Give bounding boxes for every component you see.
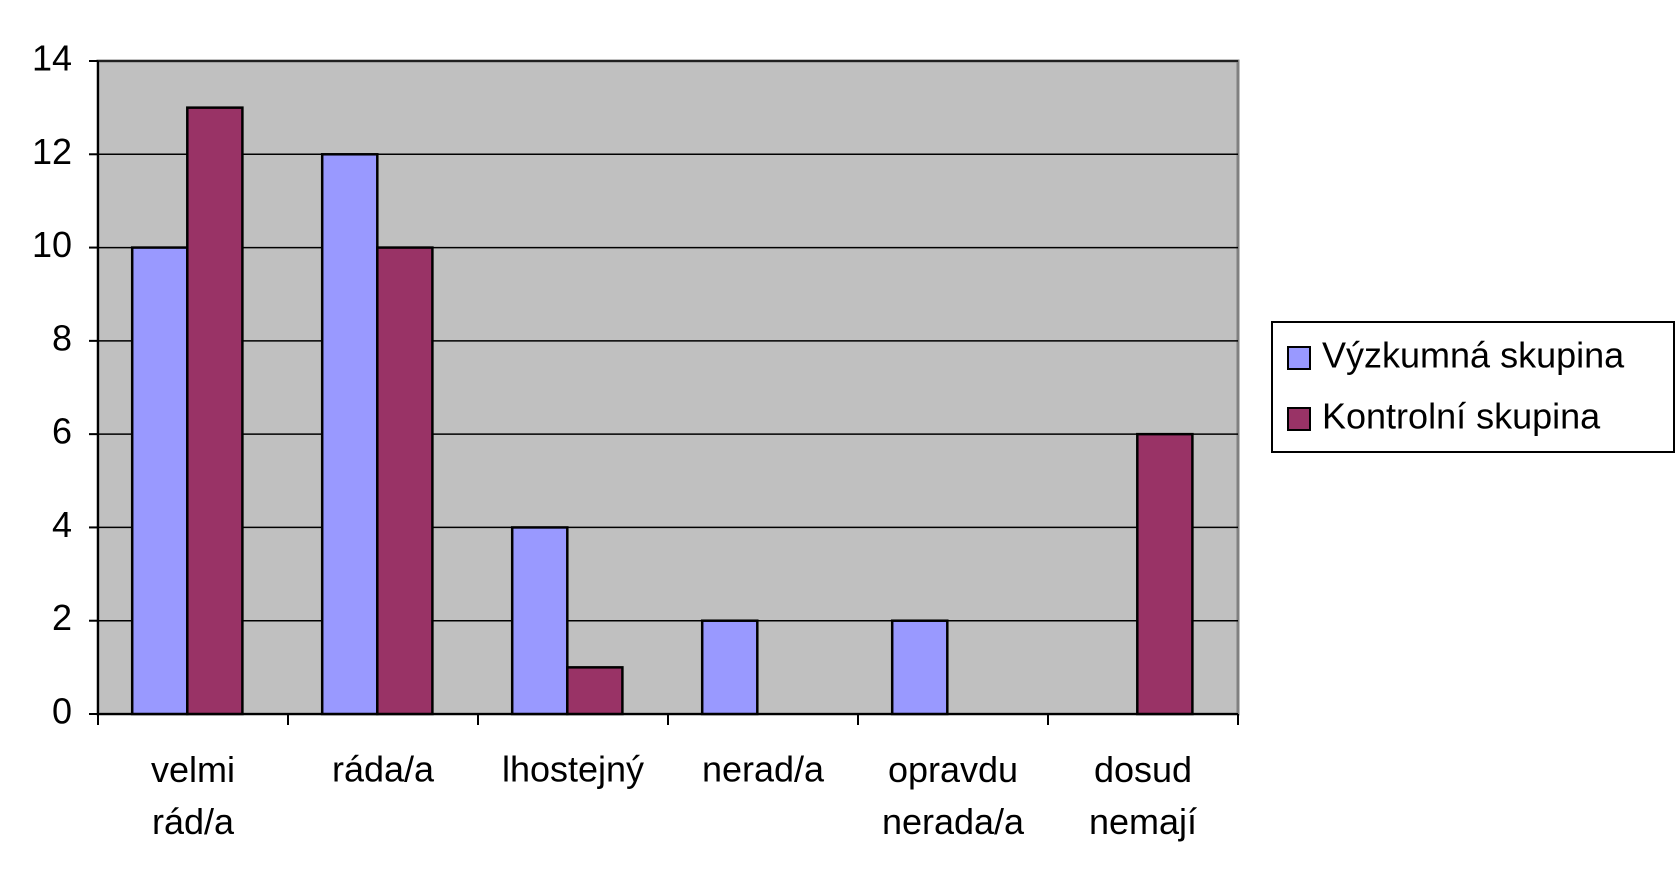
y-tick-label: 12 bbox=[32, 131, 72, 172]
legend-swatch bbox=[1287, 407, 1311, 431]
x-tick-label: velmi rád/a bbox=[151, 749, 235, 842]
legend-swatch bbox=[1287, 346, 1311, 370]
bar bbox=[376, 246, 434, 716]
bar bbox=[700, 619, 759, 716]
x-tick-label: ráda/a bbox=[332, 749, 435, 790]
legend-label: Výzkumná skupina bbox=[1322, 335, 1625, 376]
bar bbox=[130, 246, 189, 716]
y-tick-label: 6 bbox=[52, 411, 72, 452]
bar bbox=[510, 526, 569, 716]
y-tick-label: 4 bbox=[52, 504, 72, 545]
y-tick-label: 8 bbox=[52, 317, 72, 358]
bar bbox=[186, 106, 244, 716]
bar bbox=[566, 666, 624, 716]
x-tick-label: opravdu nerada/a bbox=[882, 749, 1025, 842]
bar bbox=[890, 619, 949, 716]
legend-label: Kontrolní skupina bbox=[1322, 396, 1601, 437]
y-tick-label: 10 bbox=[32, 224, 72, 265]
x-tick-label: dosud nemají bbox=[1089, 749, 1197, 842]
y-tick-label: 2 bbox=[52, 597, 72, 638]
plot-area bbox=[96, 59, 1240, 716]
legend-box bbox=[1271, 321, 1675, 453]
bar bbox=[320, 153, 379, 716]
bar bbox=[1136, 432, 1194, 716]
x-tick-label: nerad/a bbox=[702, 749, 825, 790]
y-tick-label: 0 bbox=[52, 691, 72, 732]
y-tick-label: 14 bbox=[32, 38, 72, 79]
x-tick-label: lhostejný bbox=[502, 749, 644, 790]
